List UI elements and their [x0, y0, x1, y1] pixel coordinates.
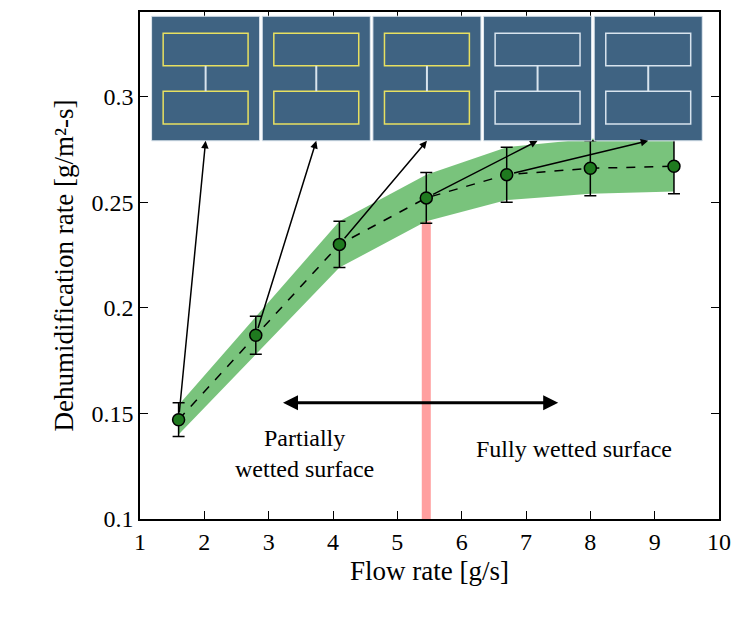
- svg-text:7: 7: [520, 529, 532, 555]
- svg-text:3: 3: [263, 529, 275, 555]
- svg-text:Flow rate [g/s]: Flow rate [g/s]: [350, 556, 509, 586]
- svg-text:0.1: 0.1: [103, 506, 133, 532]
- svg-text:2: 2: [198, 529, 210, 555]
- svg-text:0.2: 0.2: [103, 295, 133, 321]
- svg-text:0.3: 0.3: [103, 84, 133, 110]
- svg-text:Partiallywetted surface: Partiallywetted surface: [235, 425, 374, 482]
- svg-text:9: 9: [649, 529, 661, 555]
- svg-text:0.15: 0.15: [91, 401, 133, 427]
- svg-text:4: 4: [327, 529, 339, 555]
- svg-text:6: 6: [456, 529, 468, 555]
- svg-text:Fully wetted surface: Fully wetted surface: [476, 436, 672, 462]
- svg-text:8: 8: [584, 529, 596, 555]
- svg-text:5: 5: [391, 529, 403, 555]
- svg-text:Dehumidification rate [g/m²-s]: Dehumidification rate [g/m²-s]: [49, 99, 79, 431]
- svg-text:1: 1: [134, 529, 146, 555]
- svg-text:0.25: 0.25: [91, 190, 133, 216]
- svg-text:10: 10: [707, 529, 731, 555]
